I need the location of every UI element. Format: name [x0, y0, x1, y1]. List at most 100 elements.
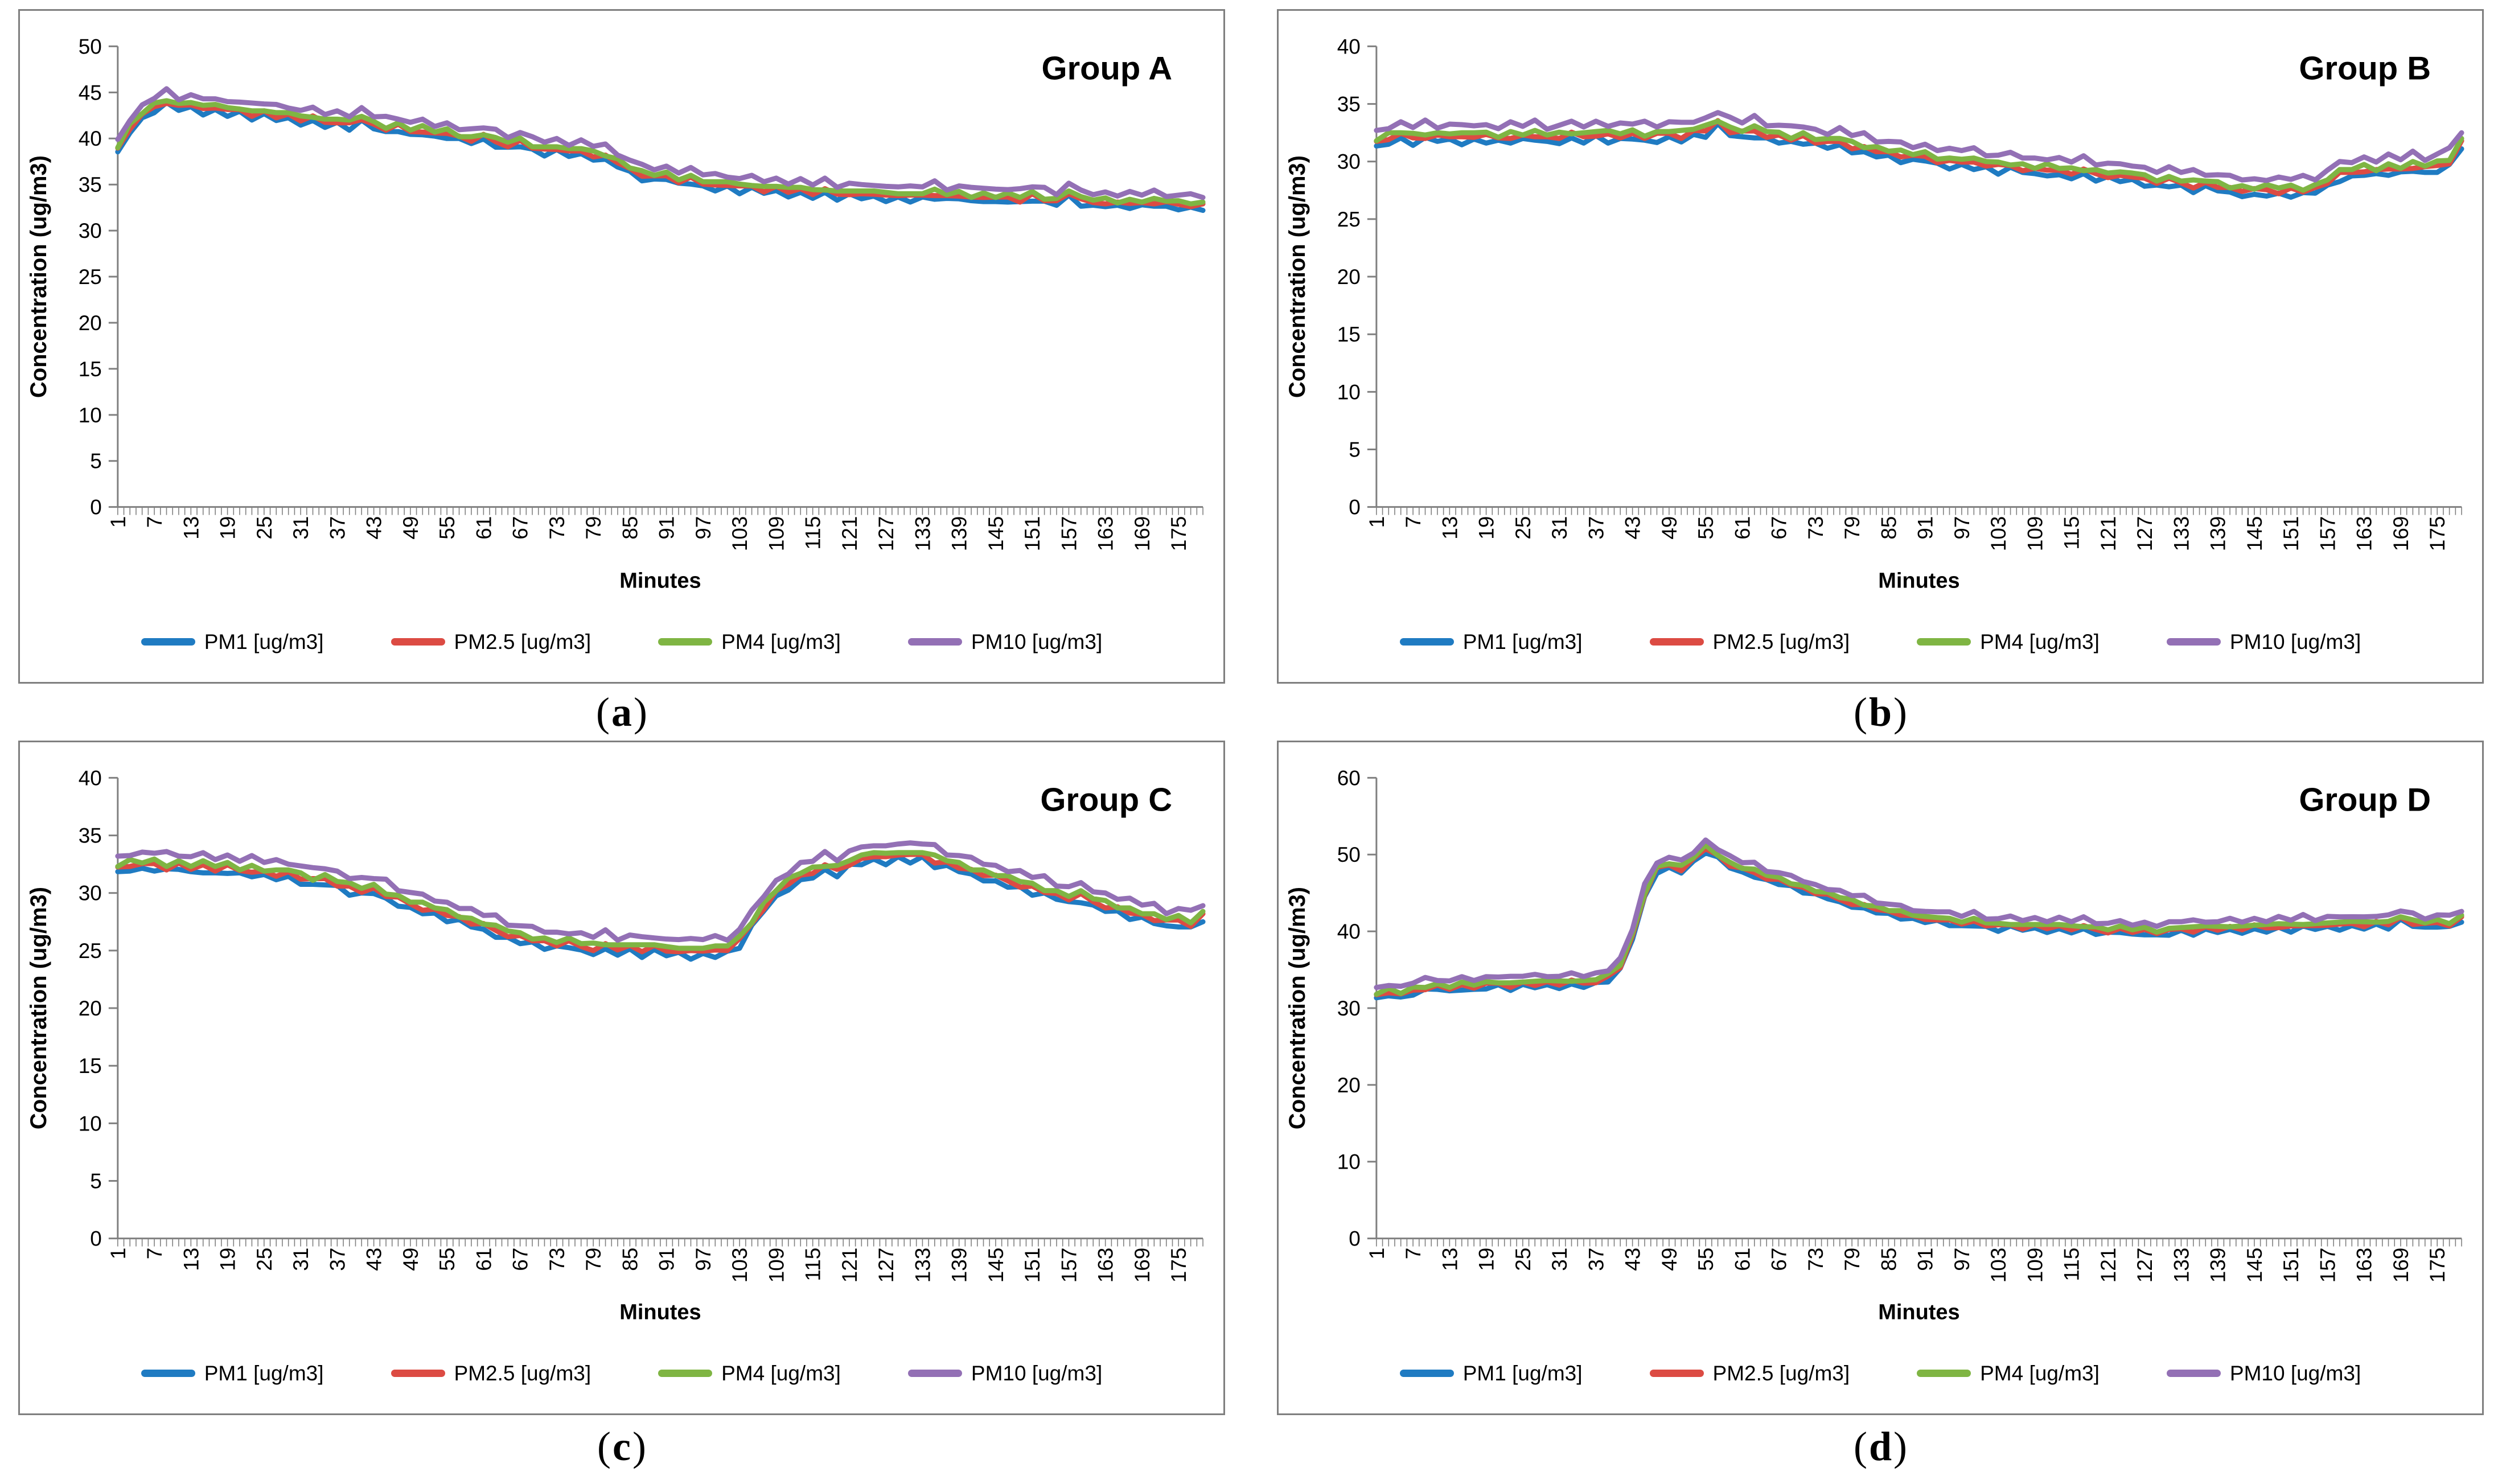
x-tick-label: 49 [1658, 516, 1681, 540]
legend-item-pm1: PM1 [ug/m3] [1399, 1362, 1583, 1386]
legend-item-pm10: PM10 [ug/m3] [907, 1361, 1103, 1386]
y-tick-label: 45 [79, 81, 102, 104]
x-tick-label: 169 [1131, 516, 1154, 552]
x-tick-label: 121 [838, 516, 861, 552]
legend-item-pm10: PM10 [ug/m3] [2166, 630, 2361, 654]
x-tick-label: 151 [2279, 1248, 2303, 1283]
x-tick-label: 55 [1694, 516, 1718, 540]
y-tick-label: 35 [79, 173, 102, 196]
x-tick-label: 175 [2426, 1248, 2449, 1283]
x-tick-label: 67 [509, 1248, 532, 1271]
legend-item-pm25: PM2.5 [ug/m3] [391, 1362, 591, 1386]
series-line-pm4 [115, 850, 1206, 951]
x-tick-label: 13 [1438, 516, 1461, 540]
x-tick-label: 145 [2243, 516, 2266, 552]
legend-label-pm10: PM10 [ug/m3] [2229, 630, 2361, 653]
x-tick-label: 175 [2426, 516, 2449, 552]
x-axis-title: Minutes [1878, 569, 1959, 593]
legend-line-pm1-icon [141, 1370, 195, 1377]
y-tick-label: 5 [1349, 438, 1361, 461]
x-tick-label: 139 [948, 516, 971, 552]
y-tick-label: 40 [79, 766, 102, 790]
x-tick-label: 37 [1584, 516, 1608, 540]
x-tick-label: 91 [655, 1248, 679, 1271]
series-line-pm10 [115, 86, 1206, 200]
caption-paren-open: ( [597, 1424, 611, 1469]
legend-label-pm4: PM4 [ug/m3] [721, 630, 841, 653]
x-tick-label: 37 [326, 516, 349, 540]
y-axis: 0 10 20 30 40 50 60 Concentration (ug/m3) [1285, 766, 1378, 1251]
chart-group-d: 0 10 20 30 40 50 60 Concentration (ug/m3) 1 7 13 19… [1285, 766, 2464, 1325]
caption-paren-close: ) [634, 689, 647, 735]
caption-paren-open: ( [596, 689, 610, 735]
y-axis-title: Concentration (ug/m3) [1285, 887, 1310, 1129]
series-line-pm4 [1374, 842, 2464, 997]
x-tick-label: 115 [2060, 1248, 2084, 1281]
y-tick-label: 40 [79, 127, 102, 150]
legend-line-pm4-icon [658, 1370, 713, 1377]
x-tick-label: 19 [1475, 1248, 1498, 1271]
x-tick-label: 79 [582, 1248, 605, 1271]
x-tick-label: 97 [692, 1248, 715, 1271]
y-tick-label: 20 [79, 997, 102, 1020]
x-tick-label: 145 [984, 1248, 1008, 1283]
y-tick-label: 35 [1337, 93, 1361, 116]
x-tick-label: 163 [1094, 1248, 1118, 1283]
y-tick-label: 15 [79, 1054, 102, 1078]
x-tick-label: 91 [1914, 516, 1937, 540]
x-tick-label: 43 [363, 516, 386, 540]
legend-item-pm4: PM4 [ug/m3] [658, 1362, 841, 1386]
legend-group-b: PM1 [ug/m3] PM2.5 [ug/m3] PM4 [ug/m3] PM10 … [1279, 602, 2482, 682]
x-tick-label: 43 [1621, 516, 1645, 540]
y-tick-label: 20 [79, 311, 102, 335]
legend-line-pm1-icon [1399, 638, 1454, 646]
x-tick-label: 169 [1131, 1248, 1154, 1283]
y-tick-label: 15 [1337, 323, 1361, 346]
x-tick-label: 133 [911, 516, 934, 552]
y-axis-title: Concentration (ug/m3) [26, 887, 51, 1129]
legend-group-a: PM1 [ug/m3] PM2.5 [ug/m3] PM4 [ug/m3] PM10 … [20, 602, 1223, 682]
x-tick-label: 67 [1768, 516, 1791, 540]
series-line-pm4 [115, 98, 1206, 207]
x-tick-label: 109 [765, 1248, 788, 1283]
y-tick-label: 10 [1337, 1150, 1361, 1174]
legend-item-pm4: PM4 [ug/m3] [1917, 630, 2100, 654]
legend-item-pm1: PM1 [ug/m3] [141, 630, 324, 654]
subfigure-caption-c: (c) [18, 1415, 1225, 1478]
legend-group-c: PM1 [ug/m3] PM2.5 [ug/m3] PM4 [ug/m3] PM10 … [20, 1333, 1223, 1413]
y-tick-label: 25 [79, 265, 102, 289]
legend-item-pm10: PM10 [ug/m3] [907, 630, 1102, 654]
x-tick-label: 79 [1840, 516, 1864, 540]
x-tick-label: 133 [2170, 1248, 2193, 1283]
chart-group-a: 0 5 10 15 20 25 30 35 40 45 50 Concentration (ug/m3… [26, 35, 1206, 593]
x-tick-label: 151 [1021, 516, 1044, 552]
x-tick-label: 97 [1950, 1248, 1974, 1271]
legend-line-pm4-icon [1917, 1370, 1971, 1377]
x-tick-label: 103 [1987, 516, 2010, 552]
x-tick-label: 61 [1731, 516, 1754, 540]
y-tick-label: 20 [1337, 1074, 1361, 1097]
x-tick-label: 115 [2060, 516, 2084, 550]
x-tick-label: 1 [106, 1248, 130, 1260]
x-tick-label: 61 [472, 516, 495, 540]
subfigure-caption-d: (d) [1277, 1415, 2484, 1478]
x-tick-label: 55 [1694, 1248, 1718, 1271]
legend-label-pm1: PM1 [ug/m3] [204, 1361, 324, 1385]
legend-line-pm4-icon [658, 638, 713, 646]
x-tick-label: 7 [143, 516, 166, 528]
x-axis: 1 7 13 19 25 31 37 43 49 55 61 67 73 79 85 91 97 103 109 11… [1365, 506, 2462, 593]
x-tick-label: 7 [143, 1248, 166, 1260]
x-tick-label: 73 [1804, 1248, 1827, 1271]
y-tick-label: 40 [1337, 920, 1361, 943]
x-tick-label: 25 [1511, 516, 1535, 540]
legend-label-pm25: PM2.5 [ug/m3] [1712, 1361, 1850, 1385]
y-tick-label: 5 [90, 450, 102, 473]
x-axis-title: Minutes [1878, 1301, 1959, 1325]
x-tick-label: 49 [1658, 1248, 1681, 1271]
legend-label-pm10: PM10 [ug/m3] [2229, 1361, 2361, 1385]
x-tick-label: 157 [1057, 1248, 1080, 1283]
legend-label-pm10: PM10 [ug/m3] [971, 1361, 1103, 1385]
x-tick-label: 13 [179, 1248, 203, 1271]
x-tick-label: 139 [2207, 516, 2230, 552]
